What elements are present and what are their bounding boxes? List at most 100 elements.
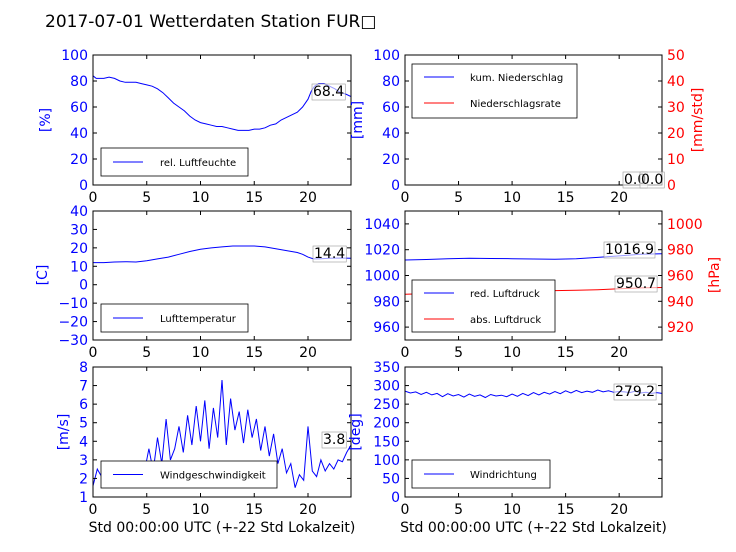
y-tick-label: 80	[70, 74, 88, 90]
x-tick-label: 0	[89, 190, 98, 206]
x-axis-label: Std 00:00:00 UTC (+-22 Std Lokalzeit)	[89, 520, 356, 536]
y-tick-label: 0	[391, 490, 400, 506]
y-tick-label: 960	[373, 320, 400, 336]
y-tick-label: 100	[373, 48, 400, 64]
y-right-tick-label: 940	[667, 294, 694, 310]
x-tick-label: 15	[557, 345, 575, 361]
y-tick-label: 1000	[364, 269, 400, 285]
y-tick-label: 4	[79, 434, 88, 450]
value-annotation-box	[603, 241, 656, 259]
x-tick-label: 20	[610, 502, 628, 518]
y-right-tick-label: 30	[667, 100, 685, 116]
value-annotation-box	[613, 383, 657, 401]
x-tick-label: 5	[454, 502, 463, 518]
y-tick-label: 50	[382, 471, 400, 487]
x-tick-label: 5	[454, 190, 463, 206]
value-annotation-box	[311, 83, 346, 101]
y-tick-label: 350	[373, 360, 400, 376]
y-tick-label: −20	[58, 315, 88, 331]
legend-label: Lufttemperatur	[160, 314, 237, 325]
y-right-tick-label: 40	[667, 74, 685, 90]
figure-title: 2017-07-01 Wetterdaten Station FUR□	[45, 12, 376, 32]
legend-label: kum. Niederschlag	[470, 73, 563, 84]
series-line-1	[93, 245, 352, 264]
x-tick-label: 20	[299, 190, 317, 206]
plot-frame	[92, 366, 352, 498]
y-tick-label: 0	[391, 178, 400, 194]
y-right-tick-label: 920	[667, 320, 694, 336]
legend-label: Windgeschwindigkeit	[160, 471, 266, 482]
legend-label: rel. Luftfeuchte	[160, 158, 236, 169]
y-right-axis-label: [mm/std]	[690, 88, 706, 153]
y-right-tick-label: 960	[667, 269, 694, 285]
x-tick-label: 10	[503, 190, 521, 206]
y-tick-label: 20	[382, 152, 400, 168]
y-tick-label: 20	[70, 152, 88, 168]
x-tick-label: 10	[192, 502, 210, 518]
y-axis-label: [%]	[38, 108, 54, 132]
y-axis-label: [deg]	[348, 413, 364, 450]
x-tick-label: 10	[192, 345, 210, 361]
y-tick-label: 40	[382, 126, 400, 142]
value-annotation-box	[639, 171, 665, 189]
x-tick-label: 15	[245, 345, 263, 361]
value-annotation: 950.7	[616, 276, 656, 292]
y-tick-label: 30	[70, 222, 88, 238]
plot-frame	[404, 366, 663, 498]
y-tick-label: 40	[70, 204, 88, 220]
y-tick-label: 1	[79, 490, 88, 506]
x-tick-label: 15	[557, 502, 575, 518]
y-axis-label: [C]	[35, 265, 51, 286]
x-axis-label: Std 00:00:00 UTC (+-22 Std Lokalzeit)	[400, 520, 667, 536]
y-tick-label: 0	[79, 178, 88, 194]
y-right-tick-label: 20	[667, 126, 685, 142]
y-tick-label: 0	[79, 278, 88, 294]
x-tick-label: 10	[503, 345, 521, 361]
plot-frame	[92, 210, 352, 341]
x-tick-label: 0	[89, 345, 98, 361]
x-tick-label: 10	[192, 190, 210, 206]
y-tick-label: 250	[373, 397, 400, 413]
plot-frame	[404, 54, 663, 186]
legend-box	[411, 279, 556, 333]
y-tick-label: 7	[79, 379, 88, 395]
y-axis-label: [mm]	[350, 101, 366, 139]
panel-5: 0 5 10 15 20 1 2 3 4 5 6 7 8 [m/s] Std 00:00:00 UTC (+…	[56, 360, 355, 536]
value-annotation: 68.4	[313, 84, 344, 100]
y-tick-label: 300	[373, 379, 400, 395]
legend-label: Windrichtung	[470, 470, 537, 481]
y-tick-label: 100	[61, 48, 88, 64]
x-tick-label: 5	[142, 345, 151, 361]
y-right-tick-label: 10	[667, 152, 685, 168]
y-right-tick-label: 980	[667, 243, 694, 259]
x-tick-label: 0	[401, 345, 410, 361]
y-tick-label: 1020	[364, 243, 400, 259]
y-right-tick-label: 0	[667, 178, 676, 194]
value-annotation: 0.0	[641, 172, 663, 188]
y-right-tick-label: 1000	[667, 217, 703, 233]
panel-4: 0 5 10 15 20 960 980 1000 1020 1040 920 940 960 980 10…	[364, 210, 723, 361]
value-annotation: 279.2	[615, 384, 655, 400]
x-tick-label: 15	[245, 190, 263, 206]
y-tick-label: −10	[58, 296, 88, 312]
series-line-1	[92, 75, 352, 131]
x-tick-label: 20	[299, 345, 317, 361]
x-tick-label: 5	[142, 190, 151, 206]
value-annotation-box	[321, 431, 347, 449]
value-annotation-box	[312, 245, 347, 263]
y-tick-label: 60	[70, 100, 88, 116]
panel-3: 0 5 10 15 20 −30 −20 −10 0 10 20 30 40 [C] Lufttempera…	[35, 204, 352, 361]
x-tick-label: 5	[142, 502, 151, 518]
y-right-axis-label: [hPa]	[707, 257, 723, 293]
y-tick-label: 3	[79, 453, 88, 469]
y-tick-label: 40	[70, 126, 88, 142]
legend-box	[100, 303, 249, 333]
y-tick-label: 150	[373, 434, 400, 450]
panel-1: 0 5 10 15 20 0 20 40 60 80 100 [%] rel. Luftfeuchte 6…	[38, 48, 352, 206]
y-tick-label: 20	[70, 241, 88, 257]
y-tick-label: 10	[70, 259, 88, 275]
value-annotation: 14.4	[314, 246, 345, 262]
y-tick-label: −30	[58, 333, 88, 349]
